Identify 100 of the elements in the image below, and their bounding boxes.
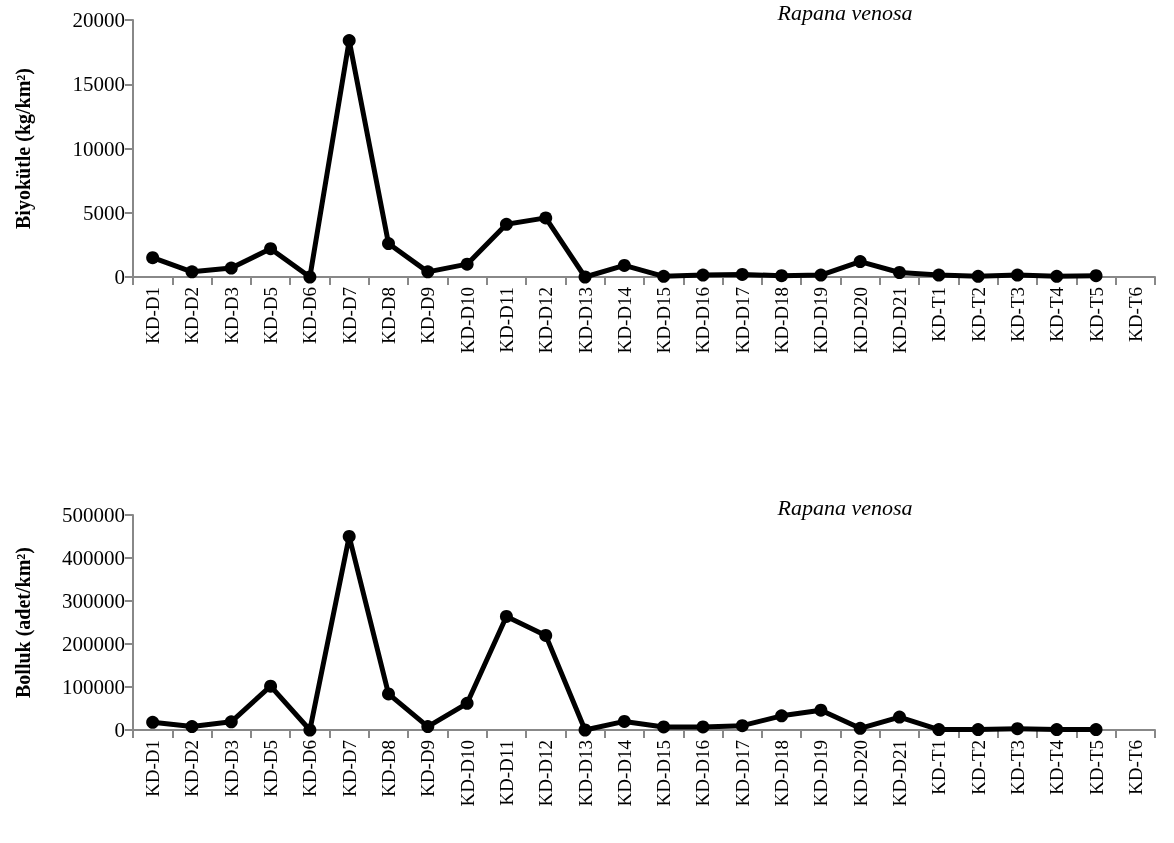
point (185, 265, 199, 279)
point (185, 720, 199, 734)
point (775, 709, 789, 723)
point (696, 268, 710, 282)
point (499, 609, 513, 623)
point (735, 267, 749, 281)
x-tick-label: KD-T4 (1046, 286, 1068, 342)
x-tick-label: KD-T5 (1085, 287, 1107, 342)
x-tick-label: KD-D12 (535, 740, 557, 807)
x-tick-label: KD-D8 (378, 740, 399, 797)
x-tick-label: KD-D5 (260, 740, 282, 797)
point (421, 720, 435, 734)
point (146, 251, 160, 265)
y-tick-label: 20000 (72, 8, 125, 32)
point (853, 721, 867, 735)
x-tick-label: KD-D18 (771, 740, 793, 807)
x-tick-label: KD-D1 (142, 740, 164, 797)
y-tick-label: 0 (114, 718, 125, 742)
x-tick-label: KD-D16 (692, 287, 714, 354)
x-tick-label: KD-D3 (220, 287, 242, 344)
point (578, 270, 592, 284)
x-tick-label: KD-D1 (142, 287, 164, 344)
x-tick-label: KD-T2 (967, 287, 989, 342)
point (421, 265, 435, 279)
x-tick-label: KD-D6 (299, 740, 321, 797)
x-tick-label: KD-D10 (456, 740, 478, 807)
point (224, 261, 238, 275)
x-tick-label: KD-D2 (181, 287, 203, 344)
point (932, 723, 946, 737)
y-tick-label: 5000 (83, 200, 125, 225)
point (1050, 723, 1064, 737)
point (893, 710, 906, 724)
point (578, 723, 592, 737)
chart-title: Rapana venosa (776, 494, 913, 520)
y-tick-label: 100000 (62, 675, 125, 699)
y-axis-title: Biyokütle (kg/km²) (12, 67, 35, 230)
point (814, 268, 828, 282)
point (342, 530, 356, 543)
point (735, 719, 749, 733)
point (146, 715, 160, 729)
x-tick-label: KD-D13 (574, 287, 596, 354)
x-tick-label: KD-D11 (495, 287, 517, 353)
point (971, 723, 985, 737)
x-tick-label: KD-T3 (1006, 740, 1028, 795)
x-tick-label: KD-T6 (1124, 740, 1146, 795)
x-tick-label: KD-D13 (574, 740, 596, 807)
x-tick-label: KD-T5 (1085, 740, 1107, 795)
point (264, 242, 278, 256)
x-tick-label: KD-D17 (731, 287, 753, 354)
point (539, 628, 553, 642)
point (853, 255, 867, 269)
x-tick-label: KD-D9 (417, 740, 439, 797)
x-tick-label: KD-D20 (849, 287, 871, 354)
point (460, 696, 474, 710)
x-tick-label: KD-D7 (338, 740, 360, 797)
x-tick-label: KD-T6 (1124, 287, 1146, 342)
x-tick-label: KD-D15 (653, 287, 675, 354)
point (1050, 269, 1064, 283)
point (1010, 268, 1024, 282)
y-axis-title: Bolluk (adet/km²) (12, 546, 35, 699)
point (696, 720, 710, 734)
point (775, 269, 789, 283)
x-tick-label: KD-D20 (849, 740, 871, 807)
point (657, 269, 671, 283)
point (460, 257, 474, 271)
point (303, 270, 317, 284)
point (617, 714, 631, 728)
x-tick-label: KD-D21 (889, 740, 910, 807)
point (499, 217, 513, 231)
point (971, 269, 985, 283)
point (224, 715, 238, 729)
point (814, 703, 828, 717)
point (932, 268, 946, 282)
point (1089, 723, 1103, 737)
x-tick-label: KD-D15 (653, 740, 675, 807)
x-tick-label: KD-T1 (928, 740, 950, 795)
y-tick-label: 500000 (62, 503, 125, 527)
chart-title: Rapana venosa (776, 0, 913, 25)
x-tick-label: KD-T2 (967, 740, 989, 795)
y-tick-label: 15000 (72, 72, 125, 97)
x-tick-label: KD-D5 (260, 287, 282, 344)
x-tick-label: KD-D8 (378, 287, 399, 344)
point (342, 34, 356, 48)
y-tick-label: 0 (114, 265, 125, 289)
point (617, 258, 631, 272)
x-tick-label: KD-D14 (613, 739, 635, 807)
x-tick-label: KD-D9 (417, 287, 439, 344)
x-tick-label: KD-T3 (1006, 287, 1028, 342)
point (1089, 269, 1103, 283)
x-tick-label: KD-D17 (731, 740, 753, 807)
point (893, 266, 906, 279)
y-tick-label: 10000 (72, 136, 125, 161)
point (382, 687, 395, 701)
point (382, 237, 395, 251)
y-tick-label: 300000 (62, 589, 125, 613)
x-tick-label: KD-D11 (495, 740, 517, 806)
x-tick-label: KD-T4 (1046, 739, 1068, 795)
y-tick-label: 200000 (62, 632, 125, 656)
x-tick-label: KD-D14 (613, 286, 635, 354)
x-tick-label: KD-D21 (889, 287, 910, 354)
